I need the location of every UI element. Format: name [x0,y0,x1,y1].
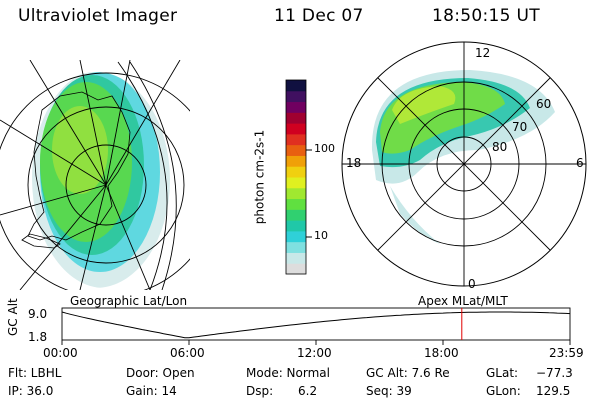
apex-mlat-mlt-title: Apex MLat/MLT [418,294,508,308]
colorbar-strip [286,80,306,92]
coastline [27,91,131,241]
colorbar-strip [286,101,306,113]
altitude-y-tick-min: 1.8 [28,330,48,344]
aurora-yellow-green-core [52,106,108,194]
colorbar-strip [286,187,306,200]
colorbar-strip [286,198,306,210]
mlat-label-60: 60 [536,97,552,111]
seq-label: Seq: 39 [366,384,412,398]
mlat-label-80: 80 [492,140,508,154]
colorbar-strip [286,133,306,146]
polar-aurora-tail [390,186,440,244]
x-tick-23-59: 23:59 [549,346,584,360]
colorbar-strip [286,263,306,275]
x-tick-18-00: 18:00 [424,346,459,360]
altitude-plot-frame [61,307,571,341]
geographic-lat-lon-title: Geographic Lat/Lon [70,294,188,308]
altitude-axis-label: GC Alt [6,298,20,336]
polar-ring-70 [408,108,520,220]
colorbar-tick-label-10: 10 [314,229,328,242]
mlt-label-12: 12 [475,46,491,60]
mlt-label-0: 0 [468,277,476,291]
polar-ring-80 [436,136,492,192]
earth-limb [117,61,168,290]
longitude-lines [0,60,181,290]
lat-circle-2 [27,106,185,264]
gc-alt-label: GC Alt: 7.6 Re [366,366,450,380]
mlat-label-70: 70 [512,120,528,134]
colorbar-strip [286,252,306,264]
x-tick-12-00: 12:00 [297,346,332,360]
time-label: 18:50:15 UT [432,6,540,26]
colorbar-frame [285,79,307,275]
polar-aurora-haze [371,70,555,184]
altitude-y-tick-max: 9.0 [28,307,48,321]
aurora-haze [32,72,170,288]
colorbar-strip [286,112,306,124]
altitude-x-ticks [61,340,571,345]
x-tick-00-00: 00:00 [43,346,78,360]
polar-outer-ring [341,41,587,287]
filter-label: Flt: LBHL [8,366,62,380]
dsp-label: Dsp: [246,384,274,398]
polar-ring-60 [381,81,547,247]
polar-aurora-green [380,82,505,154]
date-label: 11 Dec 07 [274,6,364,26]
colorbar-strip [286,209,306,221]
colorbar-unit-label: photon cm-2s-1 [252,129,267,225]
colorbar-strip [286,123,306,135]
earth-limb-outer [129,61,177,290]
ip-label: IP: 36.0 [8,384,54,398]
aurora-cyan-band [40,72,160,272]
glat-label: GLat: [486,366,519,380]
mlt-label-18: 18 [346,156,362,170]
mode-label: Mode: Normal [246,366,330,380]
colorbar-strip [286,166,306,178]
glat-value: −77.3 [536,366,573,380]
colorbar-strip [286,144,306,156]
colorbar-strip [286,155,306,167]
peninsula-outline [21,233,61,249]
colorbar-strips [286,80,306,275]
mlt-label-6: 6 [576,156,584,170]
colorbar-tick-label-100: 100 [314,142,335,155]
colorbar-strip [286,177,306,189]
polar-spokes [342,42,586,286]
colorbar-strip [286,241,306,253]
glon-label: GLon: [486,384,521,398]
colorbar-strip [286,230,306,243]
colorbar-strip [286,90,306,103]
lat-circle-3 [0,72,190,290]
aurora-teal-band [40,75,144,255]
lat-circle-1 [65,144,147,226]
polar-aurora-core [392,86,456,124]
dsp-value: 6.2 [298,384,318,398]
gain-label: Gain: 14 [126,384,177,398]
altitude-curve [61,311,571,339]
colorbar-strip [286,220,306,232]
glon-value: 129.5 [536,384,571,398]
aurora-green-band [40,82,132,242]
door-label: Door: Open [126,366,195,380]
app-title: Ultraviolet Imager [18,6,178,26]
x-tick-06-00: 06:00 [170,346,205,360]
